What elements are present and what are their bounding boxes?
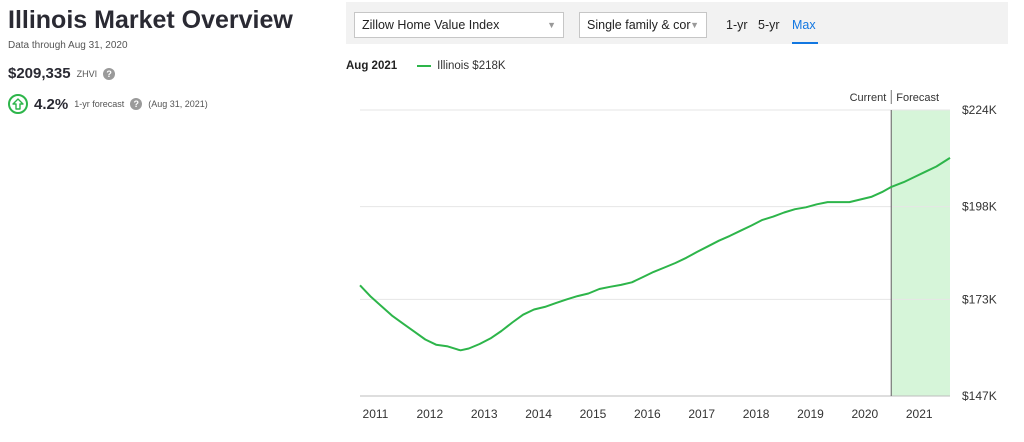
x-tick-label: 2018 — [743, 407, 770, 421]
x-tick-label: 2014 — [525, 407, 552, 421]
chevron-down-icon: ▼ — [690, 20, 699, 30]
illinois-series-line — [359, 157, 951, 352]
y-axis-ticks: $224K $198K $173K $147K — [962, 103, 997, 403]
chart-legend: Aug 2021 Illinois $218K — [346, 60, 506, 72]
zhvi-value: $209,335 — [8, 65, 71, 82]
x-tick-label: 2021 — [906, 407, 933, 421]
y-tick-label: $224K — [962, 103, 997, 117]
legend-date: Aug 2021 — [346, 60, 398, 72]
home-type-select[interactable]: Single family & cor ▼ — [579, 12, 707, 38]
forecast-label: Forecast — [896, 92, 939, 104]
market-summary: Illinois Market Overview Data through Au… — [8, 6, 328, 114]
x-axis-ticks: 2011 2012 2013 2014 2015 2016 2017 2018 2019 2020… — [363, 407, 933, 421]
data-through-date: Data through Aug 31, 2020 — [8, 40, 128, 51]
zhvi-unit: ZHVI — [76, 68, 98, 79]
forecast-help-icon[interactable]: ? — [130, 98, 143, 110]
active-range-indicator — [792, 42, 818, 44]
forecast-date: (Aug 31, 2021) — [148, 99, 208, 109]
forecast-percent: 4.2% — [34, 95, 69, 113]
x-tick-label: 2017 — [688, 407, 715, 421]
index-select-value: Zillow Home Value Index — [362, 18, 500, 32]
help-icon[interactable]: ? — [103, 67, 116, 80]
x-tick-label: 2013 — [471, 407, 498, 421]
y-tick-label: $173K — [962, 292, 997, 306]
range-1yr-button[interactable]: 1-yr — [726, 18, 748, 32]
x-tick-label: 2012 — [416, 407, 443, 421]
x-tick-label: 2016 — [634, 407, 661, 421]
forecast-band — [891, 110, 950, 396]
forecast-label: 1-yr forecast — [74, 99, 125, 109]
zhvi-row: $209,335 ZHVI ? — [8, 65, 328, 82]
range-max-button[interactable]: Max — [792, 18, 816, 32]
index-select[interactable]: Zillow Home Value Index ▼ — [354, 12, 564, 38]
y-tick-label: $198K — [962, 200, 997, 214]
x-tick-label: 2020 — [851, 407, 878, 421]
home-type-select-value: Single family & cor — [587, 18, 691, 32]
chevron-down-icon: ▼ — [547, 20, 556, 30]
page-title: Illinois Market Overview — [8, 6, 293, 34]
current-label: Current — [850, 92, 887, 104]
chart-toolbar: Zillow Home Value Index ▼ Single family … — [346, 2, 1008, 44]
y-tick-label: $147K — [962, 389, 997, 403]
legend-swatch — [417, 65, 432, 67]
x-tick-label: 2019 — [797, 407, 824, 421]
legend-series-label: Illinois $218K — [437, 60, 506, 72]
arrow-up-icon — [8, 94, 28, 114]
forecast-row: 4.2% 1-yr forecast ? (Aug 31, 2021) — [8, 94, 328, 114]
x-tick-label: 2011 — [363, 407, 389, 421]
x-tick-label: 2015 — [580, 407, 607, 421]
gridlines — [360, 109, 950, 397]
range-5yr-button[interactable]: 5-yr — [758, 18, 780, 32]
